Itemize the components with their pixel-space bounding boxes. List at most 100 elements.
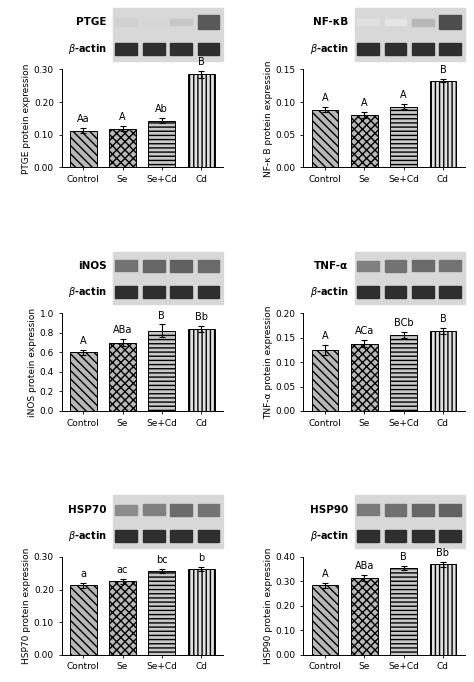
Bar (143, 504, 164, 515)
Text: iNOS: iNOS (78, 261, 107, 271)
Bar (384, 530, 406, 542)
Text: B: B (400, 552, 407, 561)
Text: B: B (439, 314, 447, 325)
Y-axis label: iNOS protein expression: iNOS protein expression (28, 308, 37, 417)
Bar (439, 503, 461, 516)
Bar (439, 261, 461, 271)
Text: $\beta$-actin: $\beta$-actin (310, 285, 348, 299)
Y-axis label: HSP70 protein expression: HSP70 protein expression (22, 548, 31, 664)
Bar (170, 42, 192, 55)
Bar (198, 530, 219, 542)
Text: $\beta$-actin: $\beta$-actin (310, 529, 348, 543)
Bar (429, 564, 456, 655)
Bar (357, 286, 379, 299)
Bar (412, 530, 434, 542)
Text: Ab: Ab (155, 104, 168, 115)
Bar (439, 15, 461, 29)
Bar (412, 286, 434, 299)
Bar (311, 585, 338, 655)
Bar (109, 342, 136, 411)
Bar (357, 19, 379, 25)
Bar (170, 260, 192, 272)
Text: BCb: BCb (394, 318, 413, 328)
Bar (429, 331, 456, 411)
Bar (148, 121, 175, 167)
Bar (351, 578, 378, 655)
Text: B: B (158, 310, 165, 321)
Text: B: B (439, 65, 447, 74)
Text: ABa: ABa (355, 561, 374, 571)
Text: B: B (198, 57, 205, 67)
Text: A: A (361, 98, 368, 108)
Bar (357, 504, 379, 515)
Bar (170, 19, 192, 25)
Bar (412, 261, 434, 271)
Bar (439, 286, 461, 299)
Bar (170, 286, 192, 299)
Text: A: A (80, 336, 87, 346)
Bar (115, 505, 137, 515)
Bar (113, 252, 223, 304)
Bar (109, 129, 136, 167)
Bar (198, 260, 219, 272)
Text: A: A (119, 113, 126, 122)
Text: ABa: ABa (113, 325, 132, 335)
Bar (70, 585, 97, 655)
Bar (390, 335, 417, 411)
Bar (115, 18, 137, 26)
Bar (143, 18, 164, 26)
Bar (188, 74, 215, 167)
Text: HSP70: HSP70 (68, 505, 107, 515)
Text: ac: ac (117, 565, 128, 575)
Text: b: b (198, 553, 204, 563)
Bar (143, 530, 164, 542)
Y-axis label: TNF-α protein expression: TNF-α protein expression (264, 306, 273, 419)
Text: $\beta$-actin: $\beta$-actin (68, 42, 107, 56)
Bar (412, 42, 434, 55)
Text: A: A (322, 569, 328, 579)
Bar (439, 42, 461, 55)
Bar (113, 495, 223, 548)
Bar (355, 495, 465, 548)
Bar (384, 504, 406, 516)
Bar (311, 110, 338, 167)
Text: bc: bc (156, 554, 168, 565)
Bar (390, 568, 417, 655)
Bar (384, 19, 406, 25)
Bar (439, 530, 461, 542)
Bar (355, 8, 465, 61)
Text: A: A (322, 93, 328, 104)
Bar (143, 286, 164, 299)
Text: Aa: Aa (77, 114, 90, 124)
Text: A: A (400, 90, 407, 100)
Bar (115, 530, 137, 542)
Text: Bb: Bb (437, 548, 449, 558)
Text: HSP90: HSP90 (310, 505, 348, 515)
Bar (198, 504, 219, 516)
Bar (357, 42, 379, 55)
Bar (113, 8, 223, 61)
Bar (384, 286, 406, 299)
Bar (148, 571, 175, 655)
Text: $\beta$-actin: $\beta$-actin (310, 42, 348, 56)
Bar (198, 42, 219, 55)
Bar (198, 286, 219, 299)
Bar (188, 569, 215, 655)
Bar (429, 80, 456, 167)
Text: $\beta$-actin: $\beta$-actin (68, 529, 107, 543)
Bar (311, 350, 338, 411)
Bar (148, 331, 175, 411)
Bar (70, 353, 97, 411)
Bar (170, 530, 192, 542)
Text: PTGE: PTGE (76, 17, 107, 27)
Bar (143, 42, 164, 55)
Bar (70, 131, 97, 167)
Text: A: A (322, 331, 328, 341)
Bar (188, 329, 215, 411)
Bar (351, 344, 378, 411)
Bar (384, 261, 406, 271)
Bar (357, 530, 379, 542)
Bar (384, 42, 406, 55)
Bar (412, 18, 434, 26)
Bar (412, 504, 434, 516)
